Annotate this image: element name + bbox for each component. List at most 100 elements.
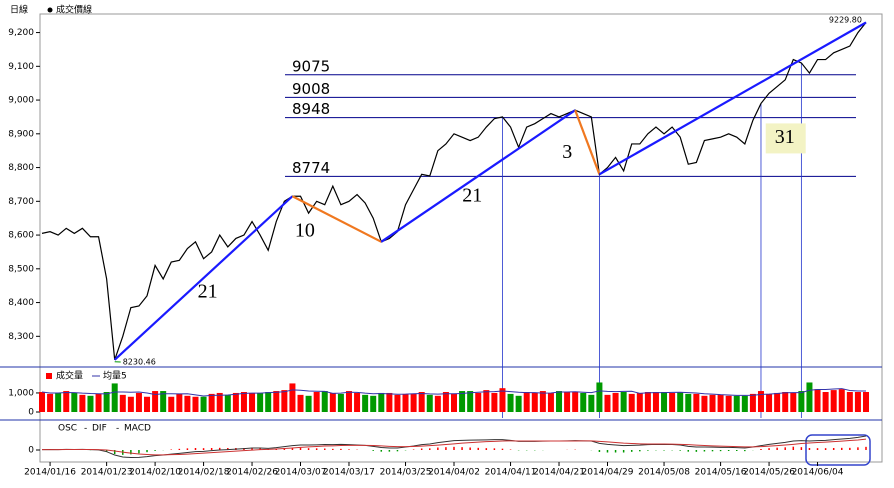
volume-bar (281, 390, 288, 412)
volume-bar (370, 395, 377, 412)
volume-bar (434, 395, 441, 412)
legend-label: DIF (92, 424, 107, 434)
volume-bar (749, 393, 756, 412)
volume-bar (531, 392, 538, 412)
y-tick-label: 9,000 (8, 96, 34, 106)
volume-bar (733, 395, 740, 412)
volume-bar (830, 390, 837, 412)
volume-bar (71, 392, 78, 412)
y-tick-label: 8,700 (8, 197, 34, 207)
volume-bar (103, 392, 110, 412)
volume-bar (192, 396, 199, 412)
volume-bar (152, 391, 159, 412)
trend-label: 21 (198, 281, 218, 303)
volume-bar (539, 391, 546, 412)
y-tick-label: 9,100 (8, 62, 34, 72)
y-tick-label: 8,800 (8, 163, 34, 173)
volume-bar (636, 392, 643, 412)
volume-bar (111, 383, 118, 412)
volume-bar (337, 393, 344, 412)
volume-bar (717, 394, 724, 412)
volume-bar (523, 392, 530, 412)
volume-bar (596, 382, 603, 412)
volume-bar (87, 395, 94, 412)
volume-bar (863, 392, 869, 412)
volume-bar (297, 394, 304, 412)
volume-bar (741, 395, 748, 412)
average-line (41, 388, 866, 397)
volume-bar (652, 392, 659, 412)
volume-bar (410, 393, 417, 412)
volume-bar (119, 394, 126, 412)
volume-bar (854, 392, 861, 412)
volume-bar (701, 395, 708, 412)
volume-bar (814, 389, 821, 412)
y-tick-label: 0 (28, 446, 34, 456)
volume-bar (249, 392, 256, 412)
y-tick-label: 8,500 (8, 264, 34, 274)
x-tick-label: 2014/01/16 (24, 468, 76, 478)
volume-bar (402, 393, 409, 412)
chart-title: 日線 (10, 4, 28, 16)
x-tick-label: 2014/01/23 (81, 468, 133, 478)
volume-bar (451, 393, 457, 412)
trend-line (291, 195, 382, 243)
volume-bar (515, 395, 522, 412)
y-tick-label: 8,300 (8, 332, 34, 342)
volume-bar (55, 392, 62, 412)
volume-bar (240, 392, 247, 412)
volume-bar (321, 391, 328, 412)
volume-bar (483, 390, 490, 412)
volume-bar (604, 394, 611, 412)
volume-bar (709, 394, 716, 412)
volume-bar (547, 392, 554, 412)
volume-bar (378, 392, 385, 412)
x-tick-label: 2014/02/10 (129, 468, 181, 478)
level-label: 8774 (292, 159, 330, 177)
volume-bar (757, 391, 764, 412)
y-tick-label: 8,400 (8, 298, 34, 308)
legend-label: OSC (58, 424, 77, 434)
volume-bar (144, 396, 151, 412)
volume-bar (507, 393, 514, 412)
volume-bar (95, 393, 102, 412)
legend-label: 成交量 (56, 370, 83, 382)
volume-bar (806, 382, 813, 412)
x-tick-label: 2014/04/29 (582, 468, 634, 478)
volume-bar (475, 392, 482, 412)
volume-bar (693, 393, 700, 412)
volume-bar (208, 393, 215, 412)
volume-bar (329, 392, 336, 412)
level-label: 9075 (292, 57, 330, 75)
x-tick-label: 2014/04/11 (485, 468, 537, 478)
trend-line (380, 109, 576, 243)
volume-bar (168, 396, 175, 412)
trend-label: 3 (562, 141, 572, 163)
volume-bar (224, 394, 231, 412)
x-tick-label: 2014/04/21 (533, 468, 585, 478)
volume-bar (176, 393, 183, 412)
volume-bar (160, 391, 167, 412)
y-tick-label: 0 (28, 408, 34, 418)
volume-bar (612, 392, 619, 412)
x-tick-label: 2014/03/25 (380, 468, 432, 478)
volume-bar (289, 383, 296, 412)
x-tick-label: 2014/05/26 (743, 468, 795, 478)
legend-label: - (116, 424, 119, 434)
volume-bar (669, 392, 676, 412)
volume-bar (822, 392, 829, 412)
volume-bar (305, 395, 312, 412)
trend-line (113, 195, 294, 361)
trend-label: 10 (295, 220, 315, 242)
level-label: 8948 (292, 100, 330, 118)
x-tick-label: 2014/04/02 (428, 468, 480, 478)
volume-bar (798, 391, 805, 412)
x-tick-label: 2014/06/04 (792, 468, 844, 478)
x-tick-label: 2014/02/18 (178, 468, 230, 478)
volume-bar (394, 394, 401, 412)
volume-bar (200, 396, 207, 412)
legend-label: 均量5 (103, 370, 127, 382)
volume-bar (345, 391, 352, 412)
volume-bar (580, 392, 587, 412)
volume-bar (79, 394, 86, 412)
